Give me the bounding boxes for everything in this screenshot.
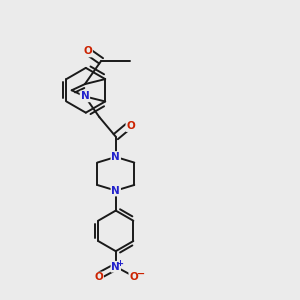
Text: O: O <box>94 272 103 283</box>
Text: O: O <box>129 272 138 283</box>
Text: N: N <box>111 262 120 272</box>
Text: +: + <box>116 259 123 268</box>
Text: −: − <box>137 269 145 279</box>
Text: N: N <box>111 186 120 196</box>
Text: N: N <box>80 92 89 101</box>
Text: N: N <box>111 152 120 162</box>
Text: O: O <box>126 121 135 131</box>
Text: O: O <box>83 46 92 56</box>
